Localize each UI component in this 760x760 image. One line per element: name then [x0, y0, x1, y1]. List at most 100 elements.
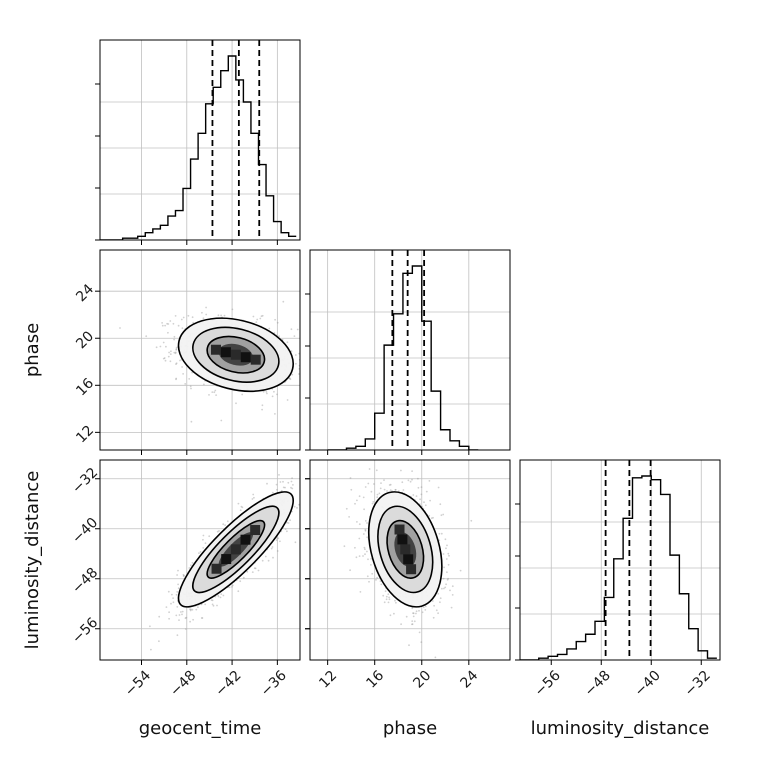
- sample-point: [237, 502, 240, 505]
- sample-point: [119, 327, 121, 329]
- sample-point: [449, 589, 451, 592]
- sample-point: [434, 656, 437, 659]
- sample-point: [408, 644, 410, 647]
- sample-point: [435, 609, 438, 612]
- sample-point: [219, 596, 222, 599]
- sample-point: [235, 402, 237, 405]
- sample-point: [308, 500, 310, 502]
- sample-point: [170, 350, 172, 353]
- contour-line-0: [177, 317, 295, 392]
- sample-point: [290, 486, 292, 489]
- sample-point: [446, 571, 448, 574]
- sample-point: [171, 593, 173, 596]
- sample-point: [439, 597, 442, 600]
- sample-point: [379, 580, 382, 582]
- sample-point: [305, 363, 307, 365]
- sample-point: [446, 544, 448, 547]
- x-tick-label-phase-0: 12: [316, 668, 340, 692]
- scatter-panel-geocent_time-luminosity_distance: [99, 459, 319, 661]
- sample-point: [181, 610, 184, 613]
- sample-point: [202, 538, 204, 541]
- x-tick-label-geocent_time-1: −48: [167, 668, 199, 700]
- density-core-cell: [397, 534, 408, 545]
- sample-point: [175, 348, 178, 350]
- sample-point: [182, 573, 185, 576]
- sample-point: [363, 546, 366, 549]
- x-axis-title-phase: phase: [383, 718, 437, 739]
- sample-point: [451, 594, 454, 596]
- sample-point: [216, 530, 219, 533]
- sample-point: [305, 472, 307, 474]
- sample-point: [274, 413, 276, 415]
- sample-point: [241, 393, 244, 396]
- x-tick-label-luminosity_distance-1: −48: [582, 668, 614, 700]
- sample-point: [169, 320, 172, 322]
- sample-point: [202, 317, 205, 320]
- sample-point: [189, 609, 192, 612]
- sample-point: [383, 601, 386, 604]
- sample-point: [264, 555, 267, 558]
- sample-point: [379, 487, 382, 490]
- sample-point: [149, 625, 151, 628]
- sample-point: [220, 419, 223, 422]
- sample-point: [175, 377, 178, 380]
- sample-point: [315, 472, 317, 474]
- sample-point: [261, 408, 263, 411]
- sample-point: [222, 523, 225, 526]
- sample-point: [372, 501, 375, 503]
- x-tick-label-luminosity_distance-2: −40: [632, 668, 664, 700]
- sample-point: [418, 631, 421, 634]
- sample-point: [289, 378, 292, 381]
- sample-point: [291, 477, 293, 479]
- sample-point: [220, 314, 223, 317]
- x-tick-label-geocent_time-2: −42: [212, 668, 244, 700]
- frame-luminosity_distance: [519, 459, 721, 661]
- sample-point: [417, 486, 420, 489]
- sample-point: [286, 399, 289, 401]
- sample-point: [411, 607, 414, 610]
- sample-point: [228, 586, 231, 589]
- sample-point: [203, 383, 205, 386]
- sample-point: [185, 616, 188, 619]
- sample-point: [445, 583, 447, 586]
- sample-point: [366, 575, 369, 578]
- sample-point: [354, 502, 356, 505]
- sample-point: [388, 598, 391, 601]
- sample-point: [271, 491, 274, 494]
- sample-point: [174, 352, 177, 355]
- sample-point: [442, 513, 445, 516]
- sample-point: [296, 328, 299, 331]
- frame-phase: [309, 249, 511, 451]
- sample-point: [215, 394, 218, 396]
- sample-point: [364, 529, 367, 532]
- sample-point: [169, 360, 172, 363]
- sample-point: [301, 367, 303, 369]
- sample-point: [287, 481, 290, 484]
- sample-point: [214, 389, 217, 392]
- sample-point: [159, 345, 162, 348]
- sample-point: [400, 469, 402, 472]
- sample-point: [261, 314, 264, 317]
- sample-point: [254, 567, 257, 570]
- sample-point: [382, 594, 385, 597]
- sample-point: [199, 551, 202, 553]
- sample-point: [437, 592, 440, 595]
- sample-point: [251, 498, 254, 500]
- sample-point: [257, 569, 260, 572]
- sample-point: [290, 328, 293, 331]
- sample-point: [350, 488, 353, 491]
- x-axis-title-geocent_time: geocent_time: [139, 718, 262, 739]
- sample-point: [208, 535, 211, 538]
- sample-point: [444, 538, 447, 541]
- sample-point: [317, 461, 319, 463]
- sample-point: [182, 373, 185, 375]
- sample-point: [177, 583, 180, 586]
- x-tick-label-geocent_time-0: −54: [122, 668, 154, 700]
- sample-point: [430, 517, 433, 520]
- sample-point: [363, 508, 365, 511]
- sample-point: [306, 484, 308, 486]
- sample-point: [182, 575, 185, 577]
- y-axis-title-luminosity_distance: luminosity_distance: [22, 471, 43, 650]
- x-axis-title-luminosity_distance: luminosity_distance: [531, 718, 710, 739]
- sample-point: [222, 594, 225, 597]
